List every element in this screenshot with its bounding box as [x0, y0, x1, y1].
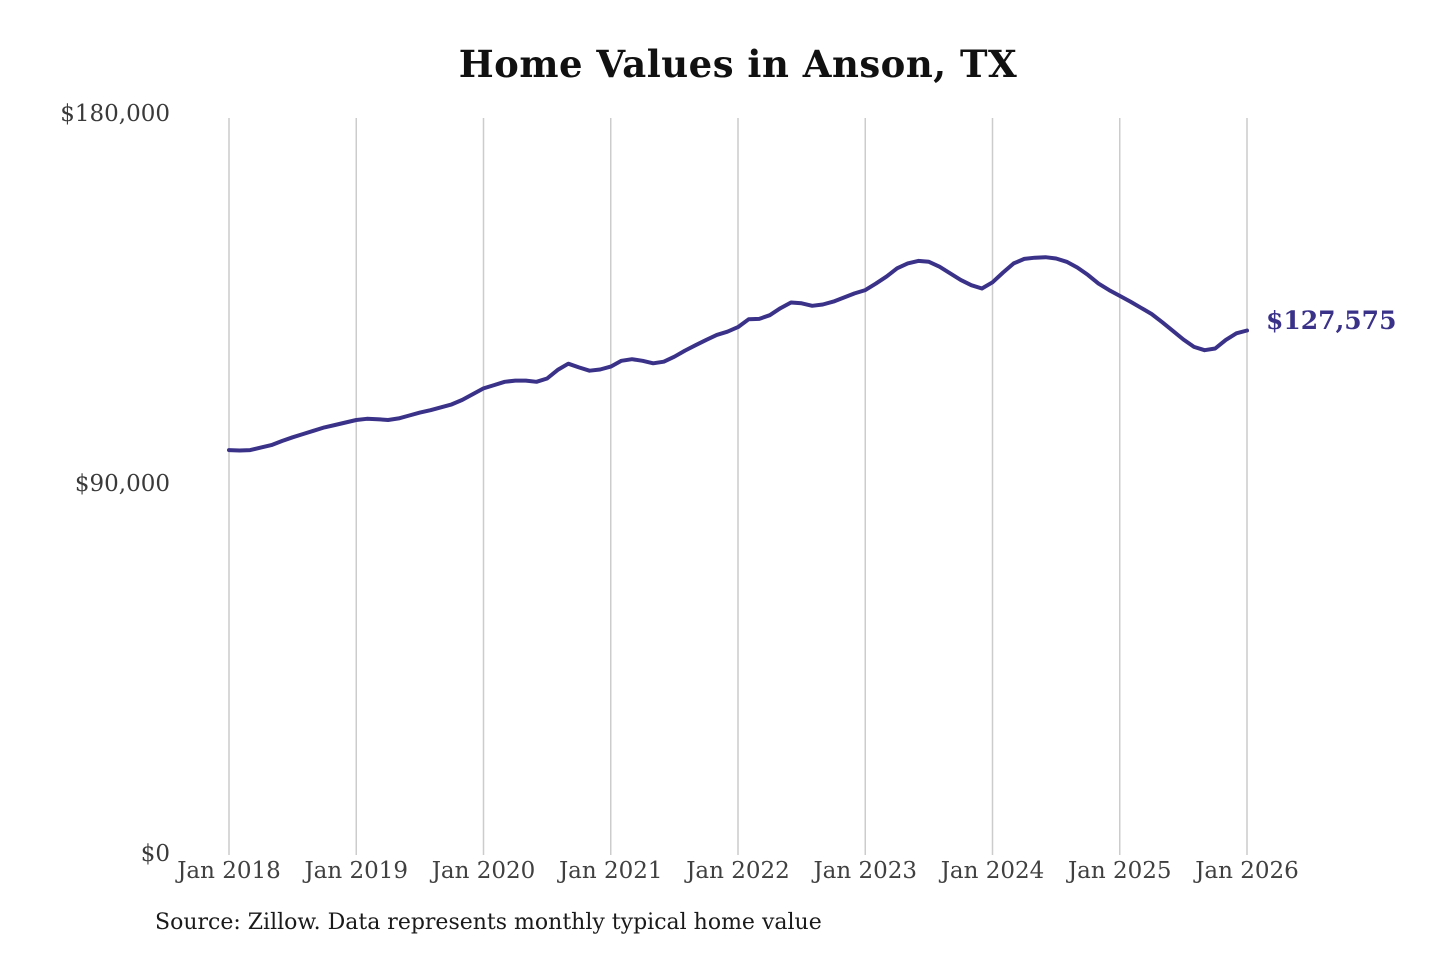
x-axis-tick-label: Jan 2023: [813, 858, 918, 884]
x-axis-tick-label: Jan 2022: [686, 858, 790, 884]
y-axis-tick-180000: $180,000: [60, 101, 170, 127]
y-axis-tick-0: $0: [140, 841, 170, 867]
x-axis-tick-label: Jan 2025: [1067, 858, 1172, 884]
chart-title: Home Values in Anson, TX: [458, 42, 1018, 86]
home-value-series-line: [227, 255, 1249, 453]
x-axis-tick-label: Jan 2019: [304, 858, 409, 884]
source-note: Source: Zillow. Data represents monthly …: [155, 910, 822, 935]
x-axis-tick-label: Jan 2018: [177, 858, 281, 884]
x-axis-tick-label: Jan 2024: [940, 858, 1045, 884]
latest-value-label: $127,575: [1266, 306, 1397, 335]
y-axis-tick-90000: $90,000: [74, 471, 170, 497]
x-axis-tick-label: Jan 2020: [431, 858, 536, 884]
x-axis-tick-label: Jan 2026: [1195, 858, 1299, 884]
x-axis-tick-label: Jan 2021: [558, 858, 663, 884]
vertical-gridlines: [228, 118, 1248, 855]
